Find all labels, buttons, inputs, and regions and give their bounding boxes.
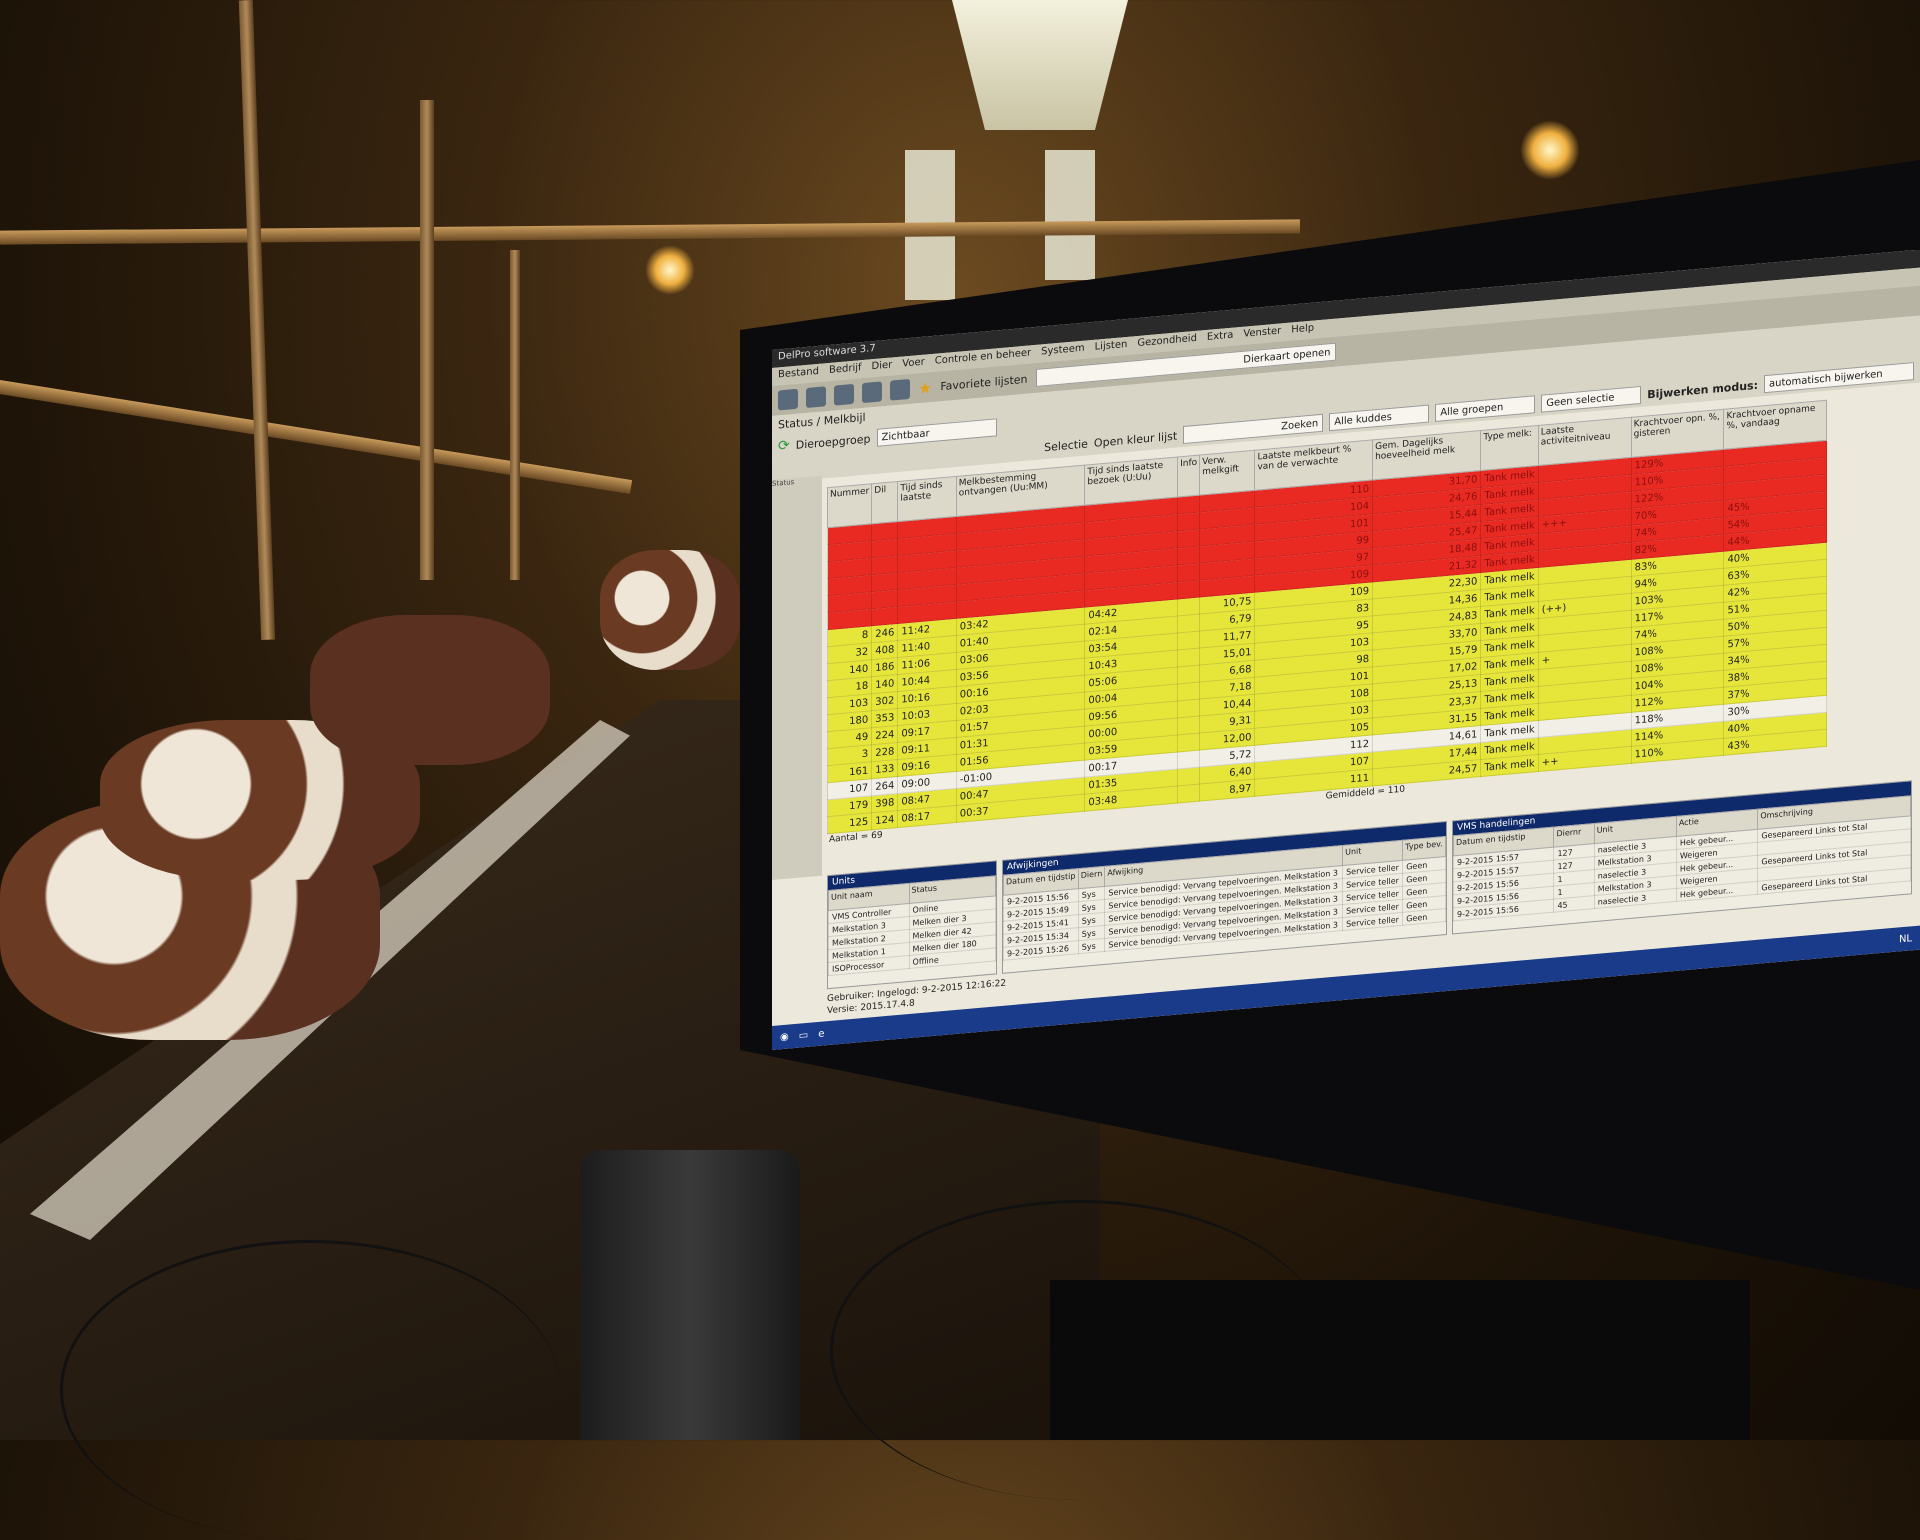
table-cell: 45 (1553, 895, 1595, 913)
table-cell (1177, 733, 1200, 753)
units-panel: Units Unit naam Status VMS Controller Onlin… (827, 860, 997, 990)
search-button[interactable]: Zoeken (1281, 417, 1319, 432)
status-grid: Nummer Dil Tijd sinds laatste Melkbestemmin… (827, 400, 1827, 846)
start-button[interactable]: ◉ (780, 1031, 789, 1043)
sidebar: Status (772, 475, 822, 880)
column-header[interactable]: Nummer (827, 483, 872, 528)
table-cell (1177, 529, 1200, 549)
exit-icon[interactable] (890, 378, 910, 401)
table-cell (1177, 784, 1200, 804)
delpro-window: DelPro software 3.7 Bestand Bedrijf Dier Vo… (772, 250, 1920, 1051)
table-cell (1177, 648, 1200, 668)
monitor-icon[interactable] (834, 383, 854, 406)
language-indicator[interactable]: NL (1898, 932, 1912, 945)
skylight (952, 0, 1128, 130)
barn-rail (0, 219, 1301, 245)
afwijkingen-panel: Afwijkingen Datum en tijdstip Diern Afwijk… (1002, 820, 1447, 974)
menu-item[interactable]: Systeem (1041, 342, 1085, 358)
cable (830, 1200, 1330, 1500)
diercard-open-button[interactable]: Dierkaart openen (1243, 346, 1331, 366)
table-cell (1177, 597, 1200, 617)
table-cell (1177, 716, 1200, 736)
menu-item[interactable]: Voer (902, 356, 925, 370)
table-cell: 124 (871, 810, 898, 830)
table-cell: Sys (1078, 938, 1105, 954)
menu-item[interactable]: Bestand (778, 365, 819, 381)
table-cell (1177, 682, 1200, 702)
column-header[interactable]: Verw. melkgift (1199, 450, 1255, 496)
group-filter-select[interactable]: Alle groepen (1435, 395, 1536, 422)
menu-item[interactable]: Lijsten (1094, 338, 1128, 353)
ceiling-lamp (1520, 120, 1580, 180)
table-cell (1177, 614, 1200, 634)
cow (310, 615, 550, 765)
table-cell (1177, 767, 1200, 787)
cow (600, 550, 740, 670)
update-mode-label: Bijwerken modus: (1647, 378, 1758, 401)
tab-status[interactable]: Status (772, 478, 795, 488)
column-header[interactable]: Info (1177, 455, 1200, 498)
folder-icon[interactable]: ▭ (798, 1029, 809, 1042)
refresh-icon[interactable]: ⟳ (778, 437, 790, 455)
table-cell (1177, 665, 1200, 685)
menu-item[interactable]: Venster (1243, 325, 1282, 340)
barn-window (1045, 150, 1095, 280)
table-cell (1177, 631, 1200, 651)
table-cell (1177, 495, 1200, 515)
cable (60, 1240, 560, 1540)
selection-select[interactable]: Geen selectie (1541, 385, 1642, 413)
monitor-screen: DelPro software 3.7 Bestand Bedrijf Dier Vo… (772, 250, 1920, 1070)
barn-post (510, 250, 520, 580)
selectie-button[interactable]: Selectie (1044, 436, 1088, 454)
barn-post (238, 0, 276, 641)
favorites-menu[interactable]: Favoriete lijsten (940, 372, 1028, 393)
vms-panel: VMS handelingen Datum en tijdstip Diernr U… (1452, 780, 1912, 935)
ceiling-lamp (645, 245, 695, 295)
table-cell (1177, 563, 1200, 583)
menu-item[interactable]: Help (1291, 322, 1315, 336)
column-header[interactable]: Tijd sinds laatste (897, 476, 957, 522)
table-cell (1177, 512, 1200, 532)
network-icon[interactable] (862, 381, 882, 404)
column-header[interactable]: Diern (1078, 866, 1105, 889)
column-header[interactable]: Type melk: (1480, 425, 1539, 471)
table-cell (1177, 580, 1200, 600)
speaker (580, 1150, 800, 1440)
menu-item[interactable]: Bedrijf (828, 362, 862, 377)
cow-icon[interactable] (806, 386, 826, 409)
browser-icon[interactable]: e (818, 1027, 825, 1040)
open-list-button[interactable]: Open kleur lijst (1093, 429, 1178, 450)
herd-select[interactable]: Alle kuddes (1329, 404, 1430, 432)
home-icon[interactable] (778, 388, 798, 411)
barn-rail (0, 380, 633, 494)
table-cell (1177, 546, 1200, 566)
column-header[interactable]: Dil (871, 481, 898, 524)
barn-post (420, 100, 434, 580)
menu-item[interactable]: Dier (871, 359, 893, 373)
table-cell (1177, 750, 1200, 770)
group-label: Dieroepgroep (795, 431, 871, 452)
row-count: Aantal = 69 (829, 830, 883, 846)
monitor-stand (1050, 1280, 1750, 1440)
menu-item[interactable]: Extra (1206, 329, 1234, 343)
table-cell: Geen (1402, 908, 1446, 926)
star-icon: ★ (918, 377, 933, 398)
table-cell (1177, 699, 1200, 719)
